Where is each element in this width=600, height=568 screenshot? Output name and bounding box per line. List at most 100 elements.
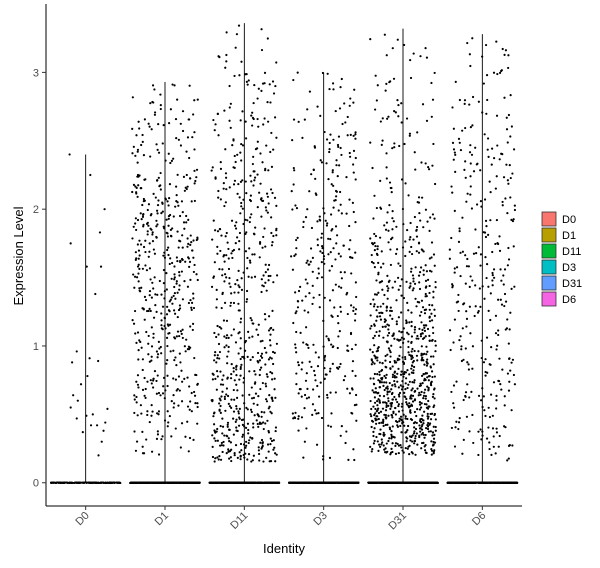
data-point xyxy=(175,193,178,197)
data-point xyxy=(220,441,223,445)
data-point xyxy=(223,397,226,401)
data-point xyxy=(252,422,255,425)
data-point xyxy=(293,169,296,172)
data-point xyxy=(224,172,228,175)
data-point xyxy=(354,220,357,224)
data-point xyxy=(132,145,135,148)
data-point xyxy=(260,366,263,369)
data-point xyxy=(162,124,165,127)
data-point xyxy=(146,208,149,212)
data-point xyxy=(329,391,332,394)
data-point xyxy=(337,145,340,148)
data-point xyxy=(291,268,295,271)
data-point xyxy=(221,291,224,294)
data-point xyxy=(155,392,158,395)
data-point xyxy=(69,406,72,409)
data-point xyxy=(156,374,159,377)
data-point xyxy=(351,369,354,373)
data-point xyxy=(302,456,305,459)
data-point xyxy=(161,210,164,213)
data-point xyxy=(330,183,333,186)
data-point xyxy=(153,252,157,255)
data-point xyxy=(221,383,225,386)
data-point xyxy=(237,412,240,415)
data-point xyxy=(354,131,357,134)
data-point xyxy=(144,250,147,254)
data-point xyxy=(274,396,277,399)
data-point xyxy=(230,372,233,376)
data-point xyxy=(223,346,226,349)
data-point xyxy=(148,250,151,253)
data-point xyxy=(166,359,169,362)
data-point xyxy=(162,281,165,285)
data-point xyxy=(157,410,161,413)
data-point xyxy=(133,286,136,289)
data-point xyxy=(156,203,160,207)
data-point xyxy=(196,278,199,282)
data-point xyxy=(275,453,278,456)
data-point xyxy=(152,248,155,251)
data-point xyxy=(264,245,267,248)
data-point xyxy=(256,140,259,143)
data-point xyxy=(250,397,254,400)
data-point xyxy=(136,161,139,164)
data-point xyxy=(153,369,157,373)
data-point xyxy=(235,33,239,36)
data-point xyxy=(151,233,154,236)
data-point xyxy=(271,378,274,381)
data-point xyxy=(245,440,248,443)
data-point xyxy=(193,148,196,151)
data-point xyxy=(172,377,175,380)
data-point xyxy=(335,164,338,167)
data-point xyxy=(348,224,351,228)
data-point xyxy=(215,306,218,309)
data-point xyxy=(155,225,158,228)
data-point xyxy=(152,101,155,104)
data-point xyxy=(259,152,262,155)
data-point xyxy=(151,281,154,284)
data-point xyxy=(221,417,224,420)
data-point xyxy=(178,304,182,307)
data-point xyxy=(177,204,180,207)
data-point xyxy=(223,434,226,437)
data-point xyxy=(149,227,152,230)
data-point xyxy=(141,215,145,218)
data-point xyxy=(325,224,329,227)
data-point xyxy=(328,370,332,373)
data-point xyxy=(134,449,138,452)
data-point xyxy=(326,396,329,399)
data-point xyxy=(192,256,195,259)
data-point xyxy=(217,134,220,137)
data-point xyxy=(239,367,242,370)
data-point xyxy=(160,312,163,315)
data-point xyxy=(139,243,143,246)
data-point xyxy=(152,379,155,382)
data-point xyxy=(155,235,158,239)
data-point xyxy=(325,162,328,165)
data-point xyxy=(135,440,139,443)
data-point xyxy=(269,437,272,440)
data-point xyxy=(245,300,248,303)
data-point xyxy=(183,377,186,380)
data-point xyxy=(173,336,176,339)
data-point xyxy=(160,327,163,330)
data-point xyxy=(137,349,140,352)
data-point xyxy=(264,422,267,425)
data-point xyxy=(136,331,140,334)
data-point xyxy=(177,246,180,249)
data-point xyxy=(326,222,329,225)
data-point xyxy=(175,335,178,338)
data-point xyxy=(226,241,229,244)
data-point xyxy=(305,343,308,346)
data-point xyxy=(345,176,348,179)
data-point xyxy=(304,278,307,281)
data-point xyxy=(260,410,263,414)
data-point xyxy=(196,422,199,425)
data-point xyxy=(180,369,183,372)
data-point xyxy=(334,109,337,113)
data-point xyxy=(196,383,199,386)
data-point xyxy=(181,328,184,331)
data-point xyxy=(261,339,264,342)
data-point xyxy=(159,345,162,349)
data-point xyxy=(350,347,354,351)
